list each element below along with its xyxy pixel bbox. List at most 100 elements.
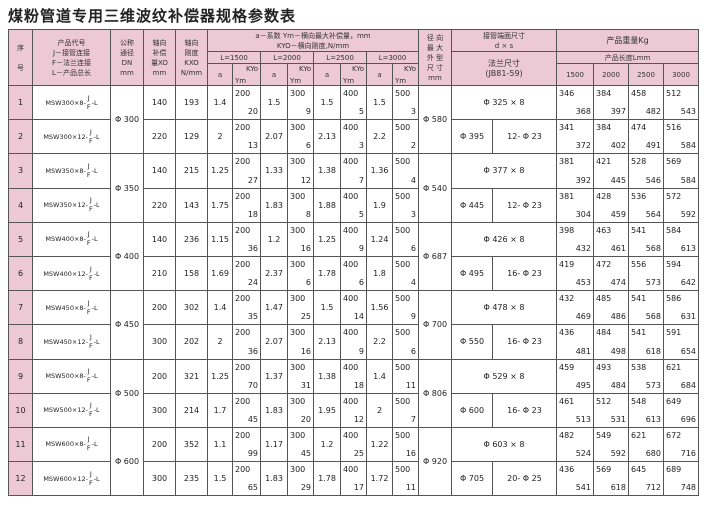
max-outer-size: Φ 580 (418, 84, 452, 155)
coef-a: 1.83 (260, 461, 288, 497)
weight-cell: 436 541 (556, 461, 594, 497)
ym-kyo-cell: 500 16 (392, 426, 419, 463)
weight-cell: 541 568 (628, 221, 664, 257)
coef-a: 1.5 (313, 290, 341, 326)
axial-compensation: 140 (143, 84, 176, 121)
ym-kyo-cell: 300 12 (287, 153, 314, 189)
max-outer-size: Φ 700 (418, 290, 452, 360)
coef-a: 1.69 (207, 255, 233, 292)
axial-stiffness: 302 (175, 290, 208, 326)
product-code: MSW400×12-J F-L (32, 255, 111, 292)
ym-kyo-cell: 400 9 (340, 221, 367, 257)
coef-a: 2.13 (313, 119, 341, 155)
weight-cell: 484 498 (593, 324, 629, 360)
ym-kyo-cell: 200 36 (232, 324, 261, 360)
ym-kyo-cell: 500 3 (392, 187, 419, 223)
table-row: 11 MSW600×8-J F-L Φ 600 200 352 1.1 200 99 1.17 30… (8, 426, 700, 497)
ym-kyo-cell: 400 9 (340, 324, 367, 360)
coef-a: 1.38 (313, 358, 341, 394)
ym-kyo-cell: 500 6 (392, 221, 419, 257)
header-outer: 径 向最 大外 型尺 寸 mm (418, 29, 452, 86)
flange-diameter: Φ 550 (451, 324, 493, 360)
pipe-end-size: Φ 478 × 8 (451, 290, 557, 326)
product-code: MSW300×8-J F-L (32, 84, 111, 121)
axial-compensation: 220 (143, 187, 176, 223)
axial-stiffness: 236 (175, 221, 208, 257)
weight-cell: 672 716 (662, 426, 700, 463)
weight-cell: 584 613 (662, 221, 700, 257)
ym-kyo-cell: 400 14 (340, 290, 367, 326)
table-row: 4 MSW350×12-J F-L 220 143 1.75 200 18 1.83 300 8 1.… (8, 187, 700, 223)
weight-cell: 538 573 (628, 358, 664, 394)
pipe-end-size: Φ 377 × 8 (451, 153, 557, 189)
header-weight-length: 2500 (628, 63, 664, 86)
table-row: 7 MSW450×8-J F-L Φ 450 200 302 1.4 200 35 1.47 300… (8, 290, 700, 360)
max-outer-size: Φ 687 (418, 221, 452, 292)
ym-kyo-cell: 200 99 (232, 426, 261, 463)
weight-cell: 458 482 (628, 84, 664, 121)
weight-cell: 528 546 (628, 153, 664, 189)
row-seq: 6 (8, 255, 33, 292)
table-row: 10 MSW500×12-J F-L 300 214 1.7 200 45 1.83 300 20 1… (8, 392, 700, 428)
row-seq: 7 (8, 290, 33, 326)
table-row: 6 MSW400×12-J F-L 210 158 1.69 200 24 2.37 300 6 1.… (8, 255, 700, 292)
weight-cell: 541 618 (628, 324, 664, 360)
coef-a: 1.9 (366, 187, 393, 223)
weight-cell: 556 573 (628, 255, 664, 292)
table-row: 5 MSW400×8-J F-L Φ 400 140 236 1.15 200 36 1.2 300… (8, 221, 700, 292)
weight-cell: 346 368 (556, 84, 594, 121)
coef-a: 1.5 (207, 461, 233, 497)
axial-compensation: 300 (143, 324, 176, 360)
ym-kyo-cell: 500 3 (392, 84, 419, 121)
ym-kyo-cell: 300 45 (287, 426, 314, 463)
coef-a: 1.36 (366, 153, 393, 189)
weight-cell: 421 445 (593, 153, 629, 189)
header-flange: 法兰尺寸 (JB81-59) (451, 51, 557, 86)
coef-a: 1.2 (260, 221, 288, 257)
coef-a: 1.4 (366, 358, 393, 394)
axial-compensation: 200 (143, 290, 176, 326)
weight-cell: 586 631 (662, 290, 700, 326)
ym-kyo-cell: 200 13 (232, 119, 261, 155)
ym-label: Ym (395, 76, 407, 85)
flange-diameter: Φ 445 (451, 187, 493, 223)
coef-a: 1.25 (313, 221, 341, 257)
flange-bolts: 12- Φ 23 (492, 187, 557, 223)
ym-kyo-cell: 400 6 (340, 255, 367, 292)
pipe-end-size: Φ 426 × 8 (451, 221, 557, 257)
coef-a: 1.8 (366, 255, 393, 292)
axial-stiffness: 215 (175, 153, 208, 189)
nominal-diameter: Φ 600 (110, 426, 144, 497)
header-dn: 公称 通径 DN mm (110, 29, 144, 86)
ym-kyo-cell: 400 7 (340, 153, 367, 189)
axial-compensation: 300 (143, 461, 176, 497)
product-code: MSW500×12-J F-L (32, 392, 111, 428)
nominal-diameter: Φ 500 (110, 358, 144, 428)
header-weight-length: 3000 (662, 63, 700, 86)
ym-kyo-cell: 400 18 (340, 358, 367, 394)
product-code: MSW600×8-J F-L (32, 426, 111, 463)
product-code: MSW600×12-J F-L (32, 461, 111, 497)
weight-cell: 549 592 (593, 426, 629, 463)
coef-a: 1.56 (366, 290, 393, 326)
weight-cell: 419 453 (556, 255, 594, 292)
weight-cell: 516 584 (662, 119, 700, 155)
coef-a: 1.2 (313, 426, 341, 463)
product-code: MSW400×8-J F-L (32, 221, 111, 257)
ym-kyo-cell: 500 9 (392, 290, 419, 326)
flange-bolts: 16- Φ 23 (492, 255, 557, 292)
coef-a: 1.33 (260, 153, 288, 189)
coef-a: 1.38 (313, 153, 341, 189)
coef-a: 1.5 (313, 84, 341, 121)
axial-compensation: 220 (143, 119, 176, 155)
coef-a: 2.2 (366, 119, 393, 155)
flange-bolts: 12- Φ 23 (492, 119, 557, 155)
header-weight-length: 2000 (593, 63, 629, 86)
product-code: MSW450×8-J F-L (32, 290, 111, 326)
weight-cell: 459 495 (556, 358, 594, 394)
weight-cell: 569 618 (593, 461, 629, 497)
weight-cell: 649 696 (662, 392, 700, 428)
weight-cell: 512 543 (662, 84, 700, 121)
weight-cell: 645 712 (628, 461, 664, 497)
max-outer-size: Φ 806 (418, 358, 452, 428)
